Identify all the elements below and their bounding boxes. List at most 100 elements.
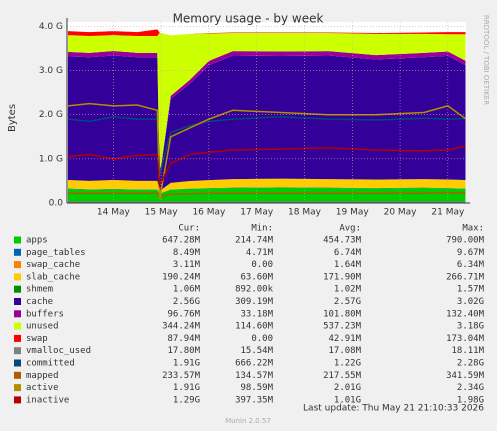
- legend-value: 3.02G: [457, 297, 484, 307]
- legend-value: 4.71M: [246, 248, 274, 258]
- legend-label: unused: [26, 322, 59, 332]
- legend-value: 33.18M: [240, 309, 273, 319]
- legend-value: 341.59M: [446, 371, 485, 381]
- stacked-area: [67, 29, 466, 37]
- legend-value: 214.74M: [235, 236, 274, 246]
- stacked-area: [67, 187, 466, 194]
- legend-value: 6.34M: [457, 260, 485, 270]
- x-tick-label: 18 May: [288, 208, 322, 218]
- legend-value: 344.24M: [162, 322, 201, 332]
- legend-value: 190.24M: [162, 272, 201, 282]
- legend-value: 2.34G: [457, 383, 484, 393]
- last-update: Last update: Thu May 21 21:10:33 2026: [303, 404, 484, 414]
- legend-swatch: [14, 384, 21, 392]
- legend-swatch: [14, 396, 21, 404]
- legend-value: 666.22M: [235, 359, 274, 369]
- legend-value: 454.73M: [323, 236, 362, 246]
- legend-value: 2.56G: [173, 297, 200, 307]
- x-tick-label: 14 May: [97, 208, 131, 218]
- legend-swatch: [14, 322, 21, 330]
- legend-value: 647.28M: [162, 236, 201, 246]
- legend-value: 6.74M: [334, 248, 362, 258]
- y-tick-label: 1.0 G: [39, 154, 63, 164]
- legend-header: Avg:: [339, 224, 361, 234]
- legend-value: 15.54M: [240, 346, 273, 356]
- legend-value: 17.80M: [167, 346, 200, 356]
- legend-swatch: [14, 371, 21, 379]
- legend-value: 790.00M: [446, 236, 485, 246]
- legend-label: active: [26, 383, 59, 393]
- legend-label: buffers: [26, 309, 64, 319]
- legend-swatch: [14, 236, 21, 244]
- legend-value: 309.19M: [235, 297, 274, 307]
- legend-label: cache: [26, 297, 53, 307]
- legend-value: 2.28G: [457, 359, 484, 369]
- side-text: RRDTOOL / TOBI OETIKER: [482, 15, 490, 105]
- legend-header: Max:: [462, 224, 484, 234]
- legend-label: page_tables: [26, 248, 86, 258]
- legend-value: 1.64M: [334, 260, 362, 270]
- x-tick-label: 15 May: [145, 208, 179, 218]
- legend-value: 1.06M: [173, 285, 201, 295]
- stacked-area: [67, 32, 466, 177]
- legend-swatch: [14, 273, 21, 281]
- legend-value: 42.91M: [328, 334, 361, 344]
- x-tick-label: 16 May: [192, 208, 226, 218]
- legend-value: 87.94M: [167, 334, 200, 344]
- legend-value: 2.01G: [334, 383, 361, 393]
- legend-label: slab_cache: [26, 272, 80, 282]
- legend-swatch: [14, 248, 21, 256]
- legend-label: swap_cache: [26, 260, 80, 270]
- stacked-area: [67, 178, 466, 194]
- legend-value: 1.57M: [457, 285, 485, 295]
- legend-swatch: [14, 298, 21, 305]
- legend-value: 1.91G: [173, 383, 200, 393]
- legend-value: 892.00k: [235, 285, 274, 295]
- legend-label: shmem: [26, 285, 53, 295]
- legend-label: vmalloc_used: [26, 346, 91, 356]
- legend-value: 173.04M: [446, 334, 485, 344]
- legend-value: 217.55M: [323, 371, 362, 381]
- legend-swatch: [14, 261, 21, 269]
- legend-value: 17.08M: [328, 346, 361, 356]
- x-tick-label: 19 May: [336, 208, 370, 218]
- x-tick-label: 21 May: [431, 208, 465, 218]
- legend-swatch: [14, 359, 21, 367]
- line: [67, 102, 466, 199]
- legend-value: 3.11M: [173, 260, 201, 270]
- legend-value: 397.35M: [235, 395, 274, 405]
- legend-header: Min:: [251, 224, 273, 234]
- legend-swatch: [14, 310, 21, 318]
- legend-value: 134.57M: [235, 371, 274, 381]
- legend-value: 9.67M: [457, 248, 485, 258]
- legend-header: Cur:: [178, 224, 200, 234]
- legend-value: 114.60M: [235, 322, 274, 332]
- y-axis-label: Bytes: [7, 104, 18, 132]
- legend-swatch: [14, 285, 21, 293]
- legend-value: 171.90M: [323, 272, 362, 282]
- legend-label: swap: [26, 334, 48, 344]
- legend-value: 266.71M: [446, 272, 485, 282]
- legend-label: inactive: [26, 395, 69, 405]
- legend-value: 101.80M: [323, 309, 362, 319]
- legend-value: 0.00: [251, 260, 273, 270]
- legend-value: 0.00: [251, 334, 273, 344]
- y-tick-label: 2.0 G: [39, 110, 63, 120]
- y-tick-label: 4.0 G: [39, 22, 63, 32]
- legend-label: committed: [26, 359, 75, 369]
- line: [67, 145, 466, 189]
- legend-value: 1.29G: [173, 395, 200, 405]
- x-tick-label: 20 May: [384, 208, 418, 218]
- stacked-area: [67, 55, 466, 191]
- legend-swatch: [14, 334, 21, 342]
- footer: Munin 2.0.57: [225, 417, 271, 425]
- legend-value: 2.57G: [334, 297, 361, 307]
- legend-value: 1.02M: [334, 285, 362, 295]
- legend-value: 1.98G: [457, 395, 484, 405]
- x-tick-label: 17 May: [240, 208, 274, 218]
- legend-value: 3.18G: [457, 322, 484, 332]
- legend-label: mapped: [26, 371, 59, 381]
- legend-label: apps: [26, 236, 48, 246]
